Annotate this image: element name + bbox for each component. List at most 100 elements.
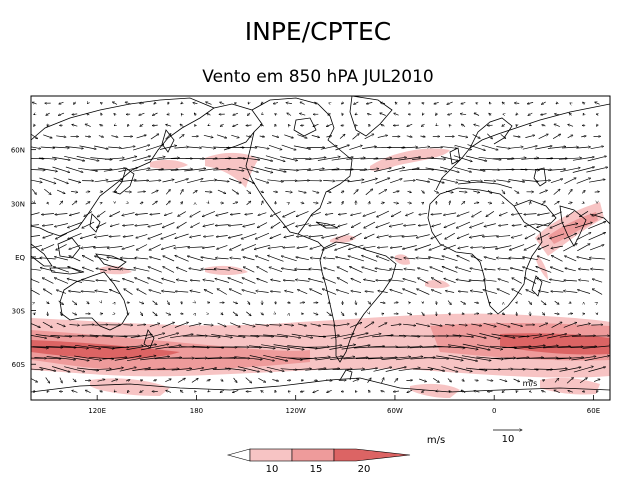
wind-vector [510,147,523,148]
wind-vector [137,289,147,295]
wind-vector [94,235,108,237]
colorbar: 10 15 20 m/s [228,435,445,475]
colorbar-swatch-10-15 [250,449,292,461]
wind-vector [69,245,81,249]
wind-vector [23,169,45,170]
wind-vector [204,135,213,137]
wind-vector [59,102,64,104]
wind-vector [486,211,494,216]
wind-vector [583,113,584,115]
shade-north-atlantic [370,149,450,171]
wind-vector [110,224,119,227]
wind-vector [255,233,269,239]
wind-vector [124,289,133,295]
wind-vector [93,247,109,248]
wind-vector [389,224,403,227]
wind-vector [161,245,175,249]
wind-vector [325,213,333,214]
wind-vector [153,380,156,381]
wind-vector [284,235,294,237]
wind-vector [281,256,297,261]
wind-vector [233,302,238,304]
wind-vector [208,125,209,126]
wind-vector [286,103,292,104]
wind-vector [381,203,385,204]
wind-vector [261,191,264,193]
wind-vector [484,257,496,260]
lon-label: 60W [387,407,403,415]
wind-vector [193,103,198,104]
wind-vector [200,180,217,182]
wind-vector [524,244,536,250]
wind-vector [114,125,115,126]
wind-vector [483,280,496,282]
wind-vector [361,179,377,184]
wind-vector [72,301,77,305]
wind-vector [551,255,562,261]
wind-vector [220,390,224,392]
wind-vector [418,278,429,284]
colorbar-swatch-15-20 [292,449,334,461]
wind-vector [313,390,319,392]
wind-vector [457,212,469,217]
wind-vector [340,134,345,138]
wind-vector [29,235,40,237]
wind-vector [81,280,95,282]
wind-vector [69,213,79,216]
wind-vector [150,214,160,215]
wind-vector [354,102,359,105]
wind-vector [233,312,238,316]
wind-vector [509,245,524,250]
wind-vector [135,213,148,214]
wind-vector [140,124,143,126]
wind-vector [514,190,519,193]
wind-vector [166,189,170,194]
wind-vector [34,390,35,393]
wind-vector [119,156,136,160]
wind-vector [349,267,362,273]
wind-vector [524,214,537,215]
wind-vector [229,245,241,251]
wind-vector [148,267,162,273]
wind-vector [59,301,64,305]
wind-vector [353,379,359,382]
wind-vector [542,312,545,315]
wind-vector [417,268,428,271]
wind-vector [377,247,388,248]
wind-vector [554,124,560,127]
wind-vector [270,212,281,217]
wind-vector [46,378,50,384]
wind-vector [297,290,307,294]
wind-vector [312,135,320,137]
wind-vector [247,190,251,194]
wind-vector [516,302,517,303]
wind-vector [422,103,424,104]
wind-vector [408,191,412,192]
wind-vector [378,135,388,137]
wind-vector [415,245,431,251]
wind-vector [145,157,166,161]
wind-vector [502,124,505,126]
colorbar-tick-20: 20 [358,464,371,475]
wind-vector [177,222,187,228]
wind-vector [275,124,276,127]
wind-vector [394,378,398,382]
wind-vector [257,223,267,228]
wind-vector [402,246,416,250]
wind-vector [458,291,468,292]
wind-vector [44,189,51,195]
wind-vector [152,201,157,205]
wind-vector [342,113,343,116]
wind-vector [563,291,577,293]
wind-vector [68,233,82,239]
wind-vector [407,390,412,392]
wind-vector [364,222,375,228]
wind-vector [205,192,212,193]
wind-vector [590,245,604,250]
wind-vector [257,267,268,273]
wind-vector [97,211,105,217]
wind-vector [502,190,505,194]
wind-vector [376,223,390,228]
wind-vector [271,222,280,228]
